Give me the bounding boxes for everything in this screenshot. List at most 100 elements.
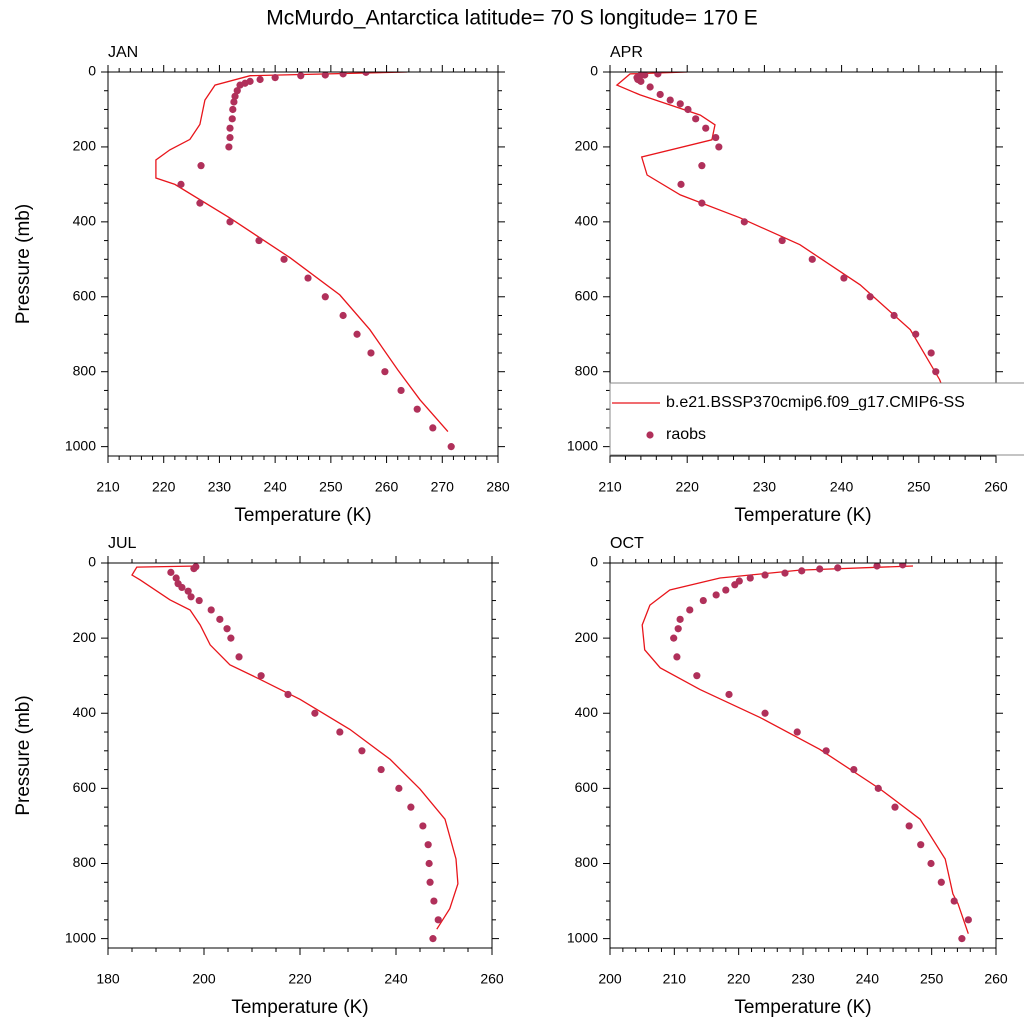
plot-area — [641, 563, 972, 943]
x-axis-title: Temperature (K) — [231, 997, 368, 1018]
obs-point — [834, 564, 842, 572]
obs-point — [397, 386, 405, 395]
obs-point — [280, 255, 288, 263]
legend-box — [609, 382, 1024, 456]
x-tick-label: 220 — [152, 479, 176, 495]
obs-point — [430, 897, 438, 905]
obs-point — [297, 72, 305, 80]
x-tick-label: 210 — [663, 971, 687, 987]
y-tick-label: 600 — [73, 779, 97, 795]
obs-point — [196, 199, 204, 207]
obs-point — [255, 236, 263, 245]
x-axis-title: Temperature (K) — [734, 505, 871, 526]
x-axis-title: Temperature (K) — [734, 997, 871, 1018]
obs-point — [434, 916, 442, 924]
obs-point — [917, 841, 925, 849]
obs-point — [230, 98, 238, 106]
y-tick-label: 0 — [590, 63, 598, 79]
obs-point — [304, 274, 312, 282]
y-tick-label: 200 — [575, 138, 599, 154]
plot-area — [131, 563, 459, 943]
x-tick-label: 220 — [676, 479, 700, 495]
obs-point — [271, 74, 279, 82]
x-tick-label: 250 — [319, 479, 343, 495]
obs-point — [429, 935, 437, 943]
y-tick-label: 200 — [73, 629, 97, 645]
obs-point — [381, 368, 389, 376]
obs-point — [336, 728, 344, 736]
y-tick-label: 1000 — [567, 437, 598, 453]
panel: 210 220 230 240 250 260 270 280 0 200 400 600 800 100… — [13, 44, 510, 526]
obs-point — [674, 625, 682, 633]
obs-point — [905, 822, 913, 830]
obs-point — [899, 563, 907, 569]
obs-point — [339, 72, 347, 78]
obs-point — [937, 878, 945, 886]
obs-point — [447, 443, 455, 451]
obs-point — [426, 878, 434, 886]
plot-frame — [609, 71, 997, 457]
obs-point — [850, 765, 858, 774]
obs-point — [746, 574, 754, 582]
obs-point — [725, 690, 733, 699]
obs-point — [874, 784, 882, 792]
obs-point — [231, 92, 239, 100]
obs-point — [195, 596, 203, 605]
obs-point — [207, 606, 215, 614]
y-tick-label: 800 — [73, 854, 97, 870]
obs-point — [686, 606, 694, 614]
obs-point — [781, 569, 789, 577]
obs-point — [654, 72, 662, 78]
panel-title: OCT — [610, 535, 644, 552]
obs-point — [227, 634, 235, 642]
obs-point — [184, 587, 192, 595]
obs-point — [226, 218, 234, 226]
y-tick-label: 400 — [575, 704, 599, 720]
y-tick-label: 0 — [88, 554, 96, 570]
x-tick-label: 200 — [192, 971, 216, 987]
obs-point — [235, 653, 243, 661]
obs-point — [229, 105, 237, 114]
obs-point — [731, 581, 739, 589]
obs-point — [311, 709, 319, 717]
y-tick-label: 800 — [73, 362, 97, 378]
obs-point — [187, 593, 195, 601]
x-tick-label: 280 — [486, 479, 510, 495]
obs-point — [712, 591, 720, 599]
obs-point — [236, 81, 244, 89]
obs-point — [362, 72, 370, 76]
obs-point — [256, 75, 264, 84]
obs-point — [798, 567, 806, 575]
obs-point — [167, 568, 175, 576]
obs-point — [419, 822, 427, 830]
y-tick-label: 1000 — [65, 437, 96, 453]
obs-point — [284, 690, 292, 699]
y-tick-label: 600 — [575, 287, 599, 303]
y-tick-label: 0 — [88, 63, 96, 79]
panel-title: JUL — [108, 535, 137, 552]
plot-frame — [107, 71, 499, 457]
obs-point — [197, 162, 205, 170]
y-tick-label: 200 — [575, 629, 599, 645]
panel-title: APR — [610, 44, 643, 61]
obs-point — [684, 105, 692, 114]
y-tick-label: 400 — [73, 704, 97, 720]
obs-point — [950, 897, 958, 905]
profile-line — [641, 565, 969, 934]
obs-point — [927, 349, 935, 357]
x-axis-title: Temperature (K) — [234, 505, 371, 526]
x-tick-label: 260 — [480, 971, 504, 987]
obs-point — [226, 133, 234, 142]
obs-point — [778, 236, 786, 245]
obs-point — [413, 405, 421, 413]
obs-point — [233, 87, 241, 95]
obs-point — [226, 124, 234, 132]
obs-point — [912, 330, 920, 338]
obs-point — [321, 72, 329, 79]
obs-point — [407, 803, 415, 811]
obs-point — [637, 77, 645, 85]
y-tick-label: 400 — [73, 213, 97, 229]
panel: 200 210 220 230 240 250 260 0 200 400 600 800 1000 OC… — [567, 535, 1008, 1018]
